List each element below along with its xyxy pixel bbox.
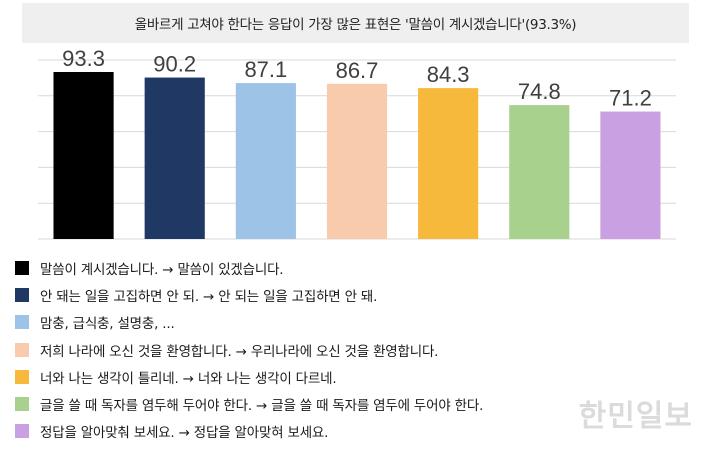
bar <box>144 77 205 240</box>
legend-item: 저희 나라에 오신 것을 환영합니다. → 우리나라에 오신 것을 환영합니다. <box>15 336 483 363</box>
legend: 말씀이 계시겠습니다. → 말씀이 있겠습니다. 안 돼는 일을 고집하면 안 되… <box>15 254 483 445</box>
bar <box>509 105 570 239</box>
data-labels: 93.3 90.2 87.1 86.7 84.3 74.8 71.2 <box>62 46 652 111</box>
legend-label: 말씀이 계시겠습니다. → 말씀이 있겠습니다. <box>40 261 284 278</box>
bar <box>235 83 296 239</box>
legend-label: 안 돼는 일을 고집하면 안 되. → 안 되는 일을 고집하면 안 돼. <box>40 288 378 305</box>
bar-chart: 93.3 90.2 87.1 86.7 84.3 74.8 71.2 <box>38 46 676 240</box>
bar <box>600 111 661 239</box>
legend-item: 정답을 알아맞춰 보세요. → 정답을 알아맞혀 보세요. <box>15 418 483 445</box>
legend-item: 말씀이 계시겠습니다. → 말씀이 있겠습니다. <box>15 254 483 281</box>
bars <box>53 71 661 240</box>
data-label: 84.3 <box>427 62 470 87</box>
data-label: 86.7 <box>336 58 379 83</box>
legend-label: 저희 나라에 오신 것을 환영합니다. → 우리나라에 오신 것을 환영합니다. <box>40 343 439 360</box>
legend-swatch <box>15 287 29 302</box>
legend-label: 글을 쓸 때 독자를 염두해 두어야 한다. → 글을 쓸 때 독자를 염두에 … <box>40 398 484 415</box>
legend-swatch <box>15 397 29 412</box>
bar <box>53 71 114 239</box>
legend-swatch <box>15 342 29 357</box>
bar <box>326 83 388 239</box>
legend-label: 맘충, 급식충, 설명충, ... <box>40 316 175 333</box>
data-label: 74.8 <box>518 79 561 104</box>
legend-swatch <box>15 315 29 330</box>
data-label: 87.1 <box>244 57 287 82</box>
legend-swatch <box>15 260 29 275</box>
data-label: 93.3 <box>62 46 105 71</box>
legend-swatch <box>15 424 29 439</box>
legend-swatch <box>15 369 29 384</box>
chart-title: 올바르게 고쳐야 한다는 응답이 가장 많은 표현은 '말씀이 계시겠습니다'(… <box>22 3 689 43</box>
legend-item: 맘충, 급식충, 설명충, ... <box>15 309 483 336</box>
bar <box>418 88 479 239</box>
legend-item: 너와 나는 생각이 틀리네. → 너와 나는 생각이 다르네. <box>15 363 483 390</box>
data-label: 71.2 <box>609 86 652 111</box>
legend-label: 정답을 알아맞춰 보세요. → 정답을 알아맞혀 보세요. <box>40 425 329 442</box>
legend-label: 너와 나는 생각이 틀리네. → 너와 나는 생각이 다르네. <box>40 370 337 387</box>
legend-item: 글을 쓸 때 독자를 염두해 두어야 한다. → 글을 쓸 때 독자를 염두에 … <box>15 390 483 417</box>
watermark-logo: 한민일보 <box>578 399 693 434</box>
legend-item: 안 돼는 일을 고집하면 안 되. → 안 되는 일을 고집하면 안 돼. <box>15 281 483 308</box>
data-label: 90.2 <box>153 52 196 77</box>
